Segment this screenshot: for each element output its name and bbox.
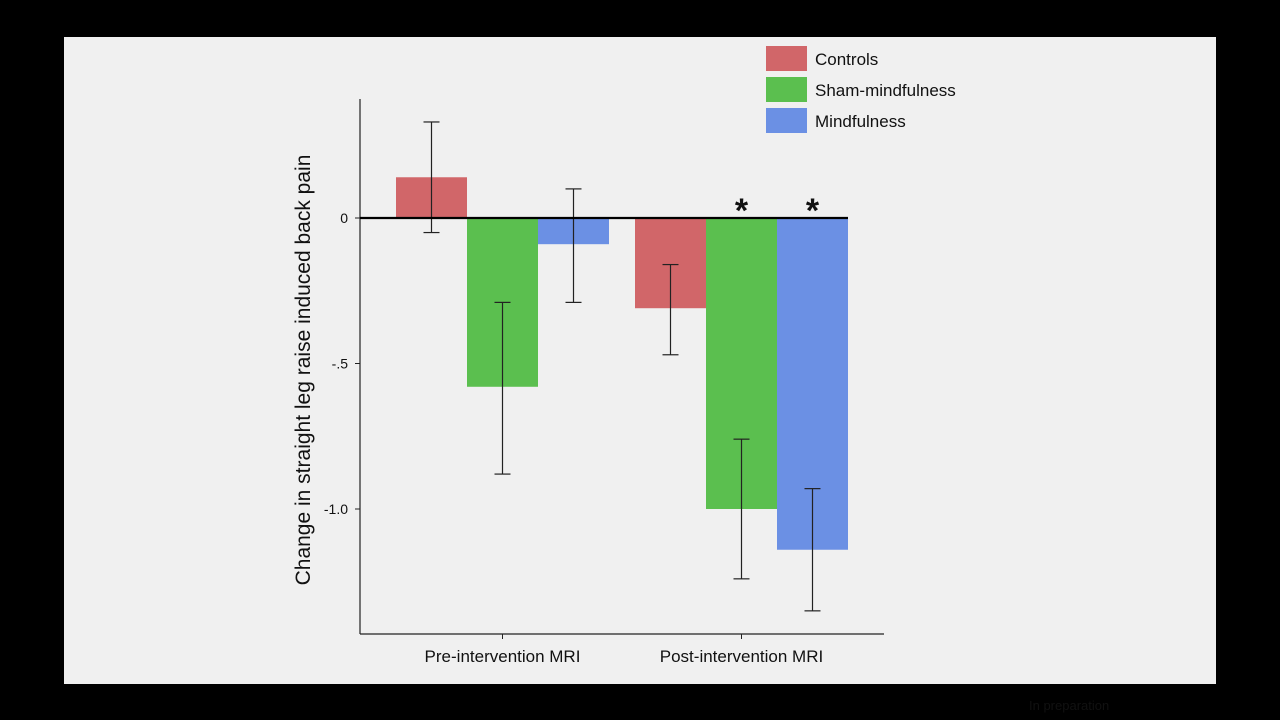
significance-marker: *: [806, 192, 820, 230]
bars: [396, 177, 848, 550]
significance-markers: * *: [735, 192, 820, 230]
y-ticks: 0 -.5 -1.0: [324, 210, 360, 517]
y-axis-label: Change in straight leg raise induced bac…: [292, 155, 315, 586]
legend-swatch: [766, 46, 807, 71]
legend-label: Sham-mindfulness: [815, 81, 956, 100]
x-category-label: Pre-intervention MRI: [425, 647, 581, 666]
footnote: In preparation: [1029, 698, 1110, 713]
x-category-label: Post-intervention MRI: [660, 647, 823, 666]
legend: Controls Sham-mindfulness Mindfulness: [766, 46, 956, 133]
y-tick-label: -1.0: [324, 501, 348, 517]
y-tick-label: 0: [340, 210, 348, 226]
bar-chart: * * 0-.5-1.0 Pre-intervention MRI Post-int…: [292, 46, 956, 666]
error-bars: [423, 121, 821, 612]
legend-swatch: [766, 77, 807, 102]
axes: [359, 99, 884, 635]
slide: * * 0 -.5 -1.0 Pre-intervention MRI Post-int…: [64, 37, 1216, 713]
y-tick-label: -.5: [332, 356, 349, 372]
significance-marker: *: [735, 192, 749, 230]
legend-label: Controls: [815, 50, 878, 69]
legend-label: Mindfulness: [815, 112, 906, 131]
legend-swatch: [766, 108, 807, 133]
x-categories: Pre-intervention MRI Post-intervention MR…: [425, 634, 823, 666]
